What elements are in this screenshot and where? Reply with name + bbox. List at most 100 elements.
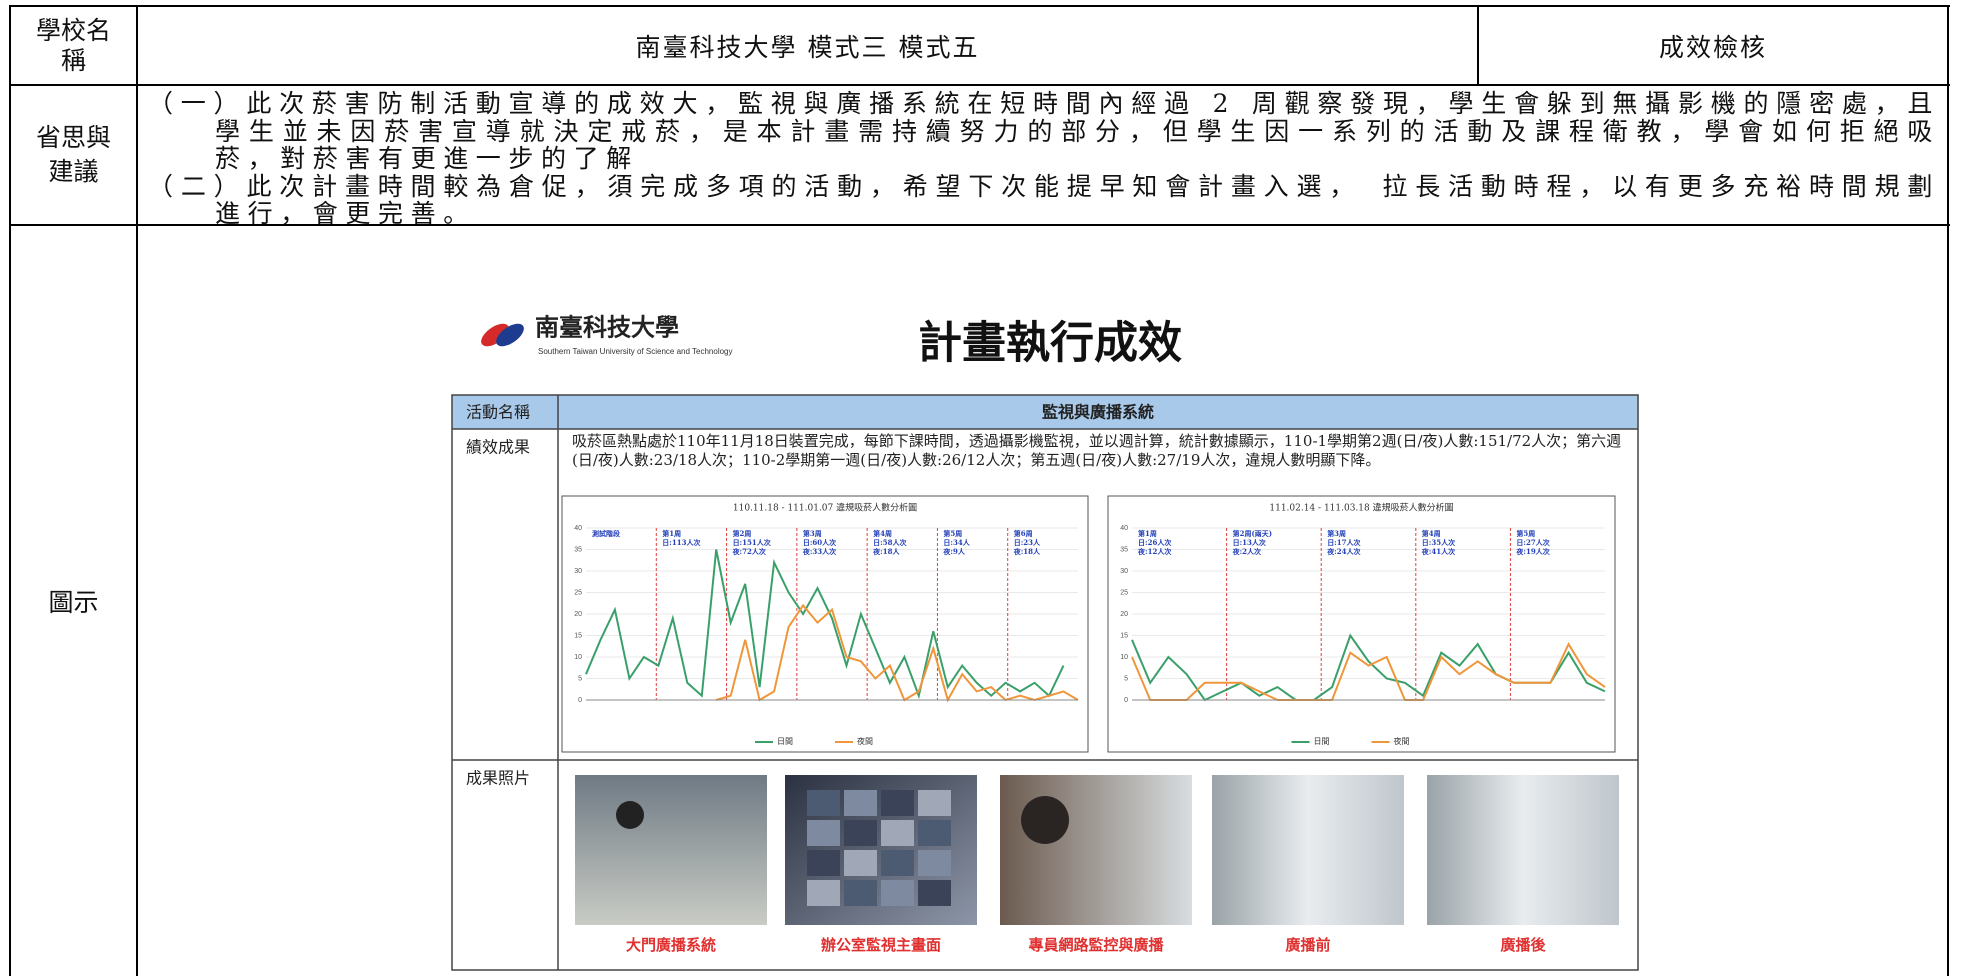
- annotation: 日:17人次: [1327, 538, 1360, 547]
- screen-tile: [844, 880, 877, 906]
- school-name: 南臺科技大學 模式三 模式五: [635, 32, 980, 62]
- speaker: [616, 801, 644, 829]
- annotation: 第5周: [1516, 529, 1535, 538]
- section: 成效檢核: [1658, 32, 1767, 62]
- photo-caption: 辦公室監視主畫面: [821, 936, 941, 954]
- annotation: 測試階段: [592, 529, 620, 538]
- chart-title: 110.11.18 - 111.01.07 違規吸菸人數分析圖: [733, 502, 917, 514]
- screen-tile: [881, 880, 914, 906]
- person: [1021, 796, 1069, 844]
- annotation: 第1周: [1138, 529, 1157, 538]
- legend-label: 夜間: [857, 736, 873, 746]
- y-tick-label: 25: [1120, 589, 1128, 596]
- y-tick-label: 10: [574, 654, 582, 661]
- legend-label: 夜間: [1394, 736, 1410, 746]
- logo-name: 南臺科技大學: [535, 313, 679, 342]
- annotation: 夜:41人次: [1421, 547, 1455, 556]
- annotation: 第5周: [943, 529, 962, 538]
- screen-tile: [918, 790, 951, 816]
- border: [9, 5, 11, 976]
- annotation: 日:26人次: [1138, 538, 1171, 547]
- annotation: 第3周: [1327, 529, 1346, 538]
- annotation: 夜:9人: [942, 547, 965, 556]
- poster-title: 計畫執行成效: [918, 318, 1182, 369]
- annotation: 第3周: [803, 529, 822, 538]
- logo-english: Southern Taiwan University of Science an…: [538, 347, 733, 356]
- screen-tile: [844, 850, 877, 876]
- chart-title: 111.02.14 - 111.03.18 違規吸菸人數分析圖: [1269, 502, 1453, 514]
- border: [9, 84, 1950, 86]
- annotation: 第6周: [1014, 529, 1033, 538]
- annotation: 日:60人次: [803, 538, 836, 547]
- activity: 監視與廣播系統: [1042, 403, 1154, 422]
- legend-label: 日間: [777, 737, 793, 746]
- chart-frame: [1107, 495, 1616, 753]
- photo-caption: 大門廣播系統: [626, 936, 716, 954]
- label: 績效成果: [466, 438, 530, 457]
- screen-tile: [844, 820, 877, 846]
- y-tick-label: 35: [1120, 546, 1128, 553]
- annotation: 夜:72人次: [732, 547, 766, 556]
- annotation: 日:151人次: [733, 538, 771, 547]
- screen-tile: [807, 880, 840, 906]
- border: [1947, 5, 1949, 976]
- photo: [1427, 775, 1619, 925]
- photo: [1000, 775, 1192, 925]
- chart-frame: [561, 495, 1089, 753]
- annotation: 夜:24人次: [1326, 547, 1360, 556]
- screen-tile: [881, 790, 914, 816]
- y-tick-label: 40: [1120, 525, 1128, 532]
- border: [136, 5, 138, 976]
- reflection-item: （一）此次菸害防制活動宣導的成效大，監視與廣播系統在短時間內經過 2 周觀察發現…: [148, 89, 1940, 173]
- annotation: 日:23人: [1014, 538, 1041, 547]
- annotation: 第4周: [1422, 529, 1441, 538]
- screen-tile: [918, 880, 951, 906]
- y-tick-label: 30: [1120, 568, 1128, 575]
- annotation: 夜:19人次: [1515, 547, 1549, 556]
- screen-tile: [807, 820, 840, 846]
- annotation: 日:35人次: [1422, 538, 1455, 547]
- screen-tile: [881, 820, 914, 846]
- annotation: 第1周: [662, 529, 681, 538]
- screen-tile: [807, 850, 840, 876]
- series-line: [715, 603, 1079, 703]
- label: 圖示: [48, 588, 99, 617]
- photo-caption: 廣播後: [1500, 936, 1546, 954]
- annotation: 第2周(兩天): [1233, 529, 1273, 538]
- header-band: [452, 395, 1638, 429]
- y-tick-label: 20: [1120, 611, 1128, 618]
- border: [9, 5, 1950, 7]
- y-tick-label: 30: [574, 568, 582, 575]
- photo-caption: 專員網路監控與廣播: [1028, 936, 1164, 954]
- legend-label: 日間: [1314, 737, 1330, 746]
- annotation: 第2周: [733, 529, 752, 538]
- border: [1477, 5, 1479, 85]
- poster-table: [451, 394, 1639, 971]
- label: 活動名稱: [466, 403, 530, 422]
- border: [9, 224, 1950, 226]
- annotation: 夜:18人: [1013, 547, 1041, 556]
- y-tick-label: 5: [578, 675, 582, 682]
- annotation: 夜:12人次: [1137, 547, 1171, 556]
- y-tick-label: 0: [578, 697, 582, 704]
- y-tick-label: 15: [574, 632, 582, 639]
- annotation: 日:113人次: [662, 538, 700, 547]
- annotation: 日:34人: [943, 538, 970, 547]
- label: 學校名稱: [35, 15, 111, 75]
- label: 省思與建議: [35, 123, 111, 186]
- annotation: 夜:18人: [872, 547, 900, 556]
- screen-tile: [918, 850, 951, 876]
- screen-tile: [807, 790, 840, 816]
- y-tick-label: 5: [1124, 675, 1128, 682]
- annotation: 第4周: [873, 529, 892, 538]
- screen-tile: [881, 850, 914, 876]
- logo: [481, 323, 524, 347]
- label: 成果照片: [466, 769, 530, 788]
- reflection-item: （二）此次計畫時間較為倉促，須完成多項的活動，希望下次能提早知會計畫入選， 拉長…: [148, 171, 1940, 228]
- photo: [1212, 775, 1404, 925]
- y-tick-label: 35: [574, 546, 582, 553]
- y-tick-label: 10: [1120, 654, 1128, 661]
- screen-tile: [844, 790, 877, 816]
